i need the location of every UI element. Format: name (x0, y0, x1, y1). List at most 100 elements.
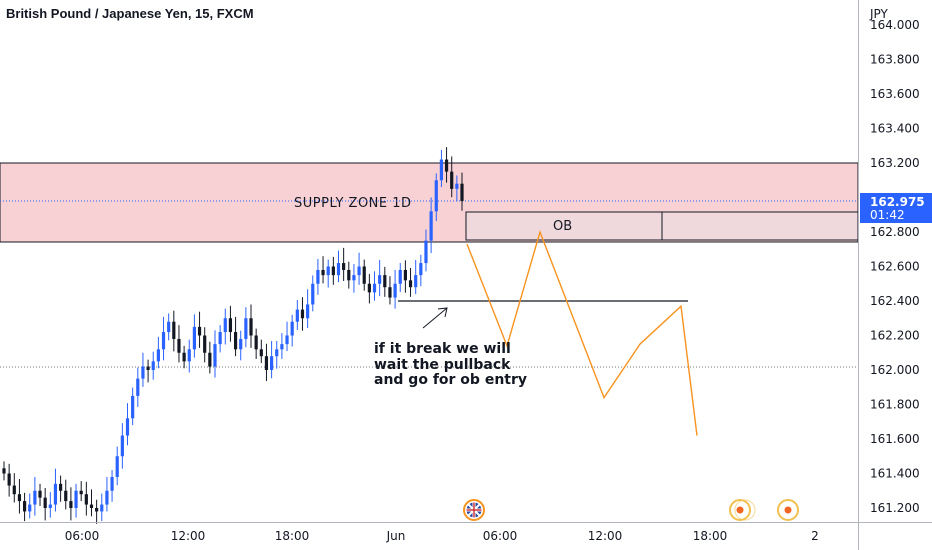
candle-body (398, 269, 402, 284)
candle-body (244, 318, 248, 339)
candle-body (239, 338, 243, 350)
candle-body (95, 508, 99, 512)
candle-body (136, 378, 140, 396)
candle-body (146, 366, 150, 370)
arrow-line (422, 307, 448, 329)
x-tick-label: 18:00 (693, 529, 728, 543)
candle-body (357, 266, 361, 276)
projection-path[interactable] (466, 229, 698, 436)
candle-body (316, 269, 320, 284)
candle-body (367, 283, 371, 293)
candle-body (141, 366, 145, 379)
candle-body (306, 304, 310, 319)
candle-body (233, 332, 238, 350)
candle-body (460, 183, 464, 201)
candle-body (388, 287, 392, 298)
candle-body (444, 159, 449, 172)
candle-body (342, 263, 346, 270)
uk-flag-icon[interactable] (463, 499, 485, 521)
candle-body (280, 344, 284, 350)
candle-body (131, 395, 135, 419)
x-tick-label: 06:00 (65, 529, 100, 543)
candle-body (172, 321, 176, 339)
arrow-head-icon (437, 307, 448, 318)
candle-body (321, 269, 325, 276)
candle-body (213, 344, 217, 367)
candle-body (151, 361, 155, 370)
candle-body (203, 335, 207, 353)
candle-body (28, 504, 32, 512)
candle-body (64, 490, 68, 502)
price-badge-price: 162.975 (870, 195, 925, 209)
candle-body (74, 490, 78, 508)
candle-body (120, 435, 124, 457)
candle-body (177, 338, 181, 353)
x-tick-label: 06:00 (483, 529, 518, 543)
candle-body (22, 501, 27, 512)
candle-body (2, 468, 6, 474)
y-tick-label: 162.200 (870, 329, 920, 343)
candle-body (450, 171, 454, 189)
candle-body (455, 183, 459, 189)
candle-body (434, 180, 438, 212)
candle-body (69, 501, 73, 508)
y-axis[interactable]: 164.000 163.800 163.600 163.400 163.200 162.8… (870, 18, 920, 515)
candle-body (156, 349, 160, 362)
candle-body (383, 275, 387, 288)
candle-body (269, 356, 274, 370)
candle-body (249, 318, 253, 336)
candle-body (208, 352, 212, 367)
candle-body (336, 263, 341, 276)
candle-body (125, 418, 130, 436)
y-tick-label: 162.400 (870, 294, 920, 308)
candle-body (439, 159, 444, 181)
price-badge-countdown: 01:42 (870, 208, 905, 222)
candles (2, 147, 464, 524)
x-tick-label: Jun (386, 529, 406, 543)
candle-body (424, 240, 428, 264)
candle-body (17, 494, 22, 502)
candle-body (362, 266, 366, 284)
candle-body (105, 490, 109, 505)
candle-body (110, 476, 114, 491)
candle-body (79, 490, 83, 495)
chart-title: British Pound / Japanese Yen, 15, FXCM (6, 6, 254, 21)
candle-body (228, 318, 233, 333)
candle-body (429, 211, 433, 241)
candle-body (59, 483, 63, 491)
x-axis[interactable]: 06:00 12:00 18:00 Jun 06:00 12:00 18:00 2 (65, 529, 819, 543)
candle-body (285, 335, 289, 345)
candle-body (264, 356, 269, 370)
candle-body (414, 275, 418, 288)
candle-body (326, 266, 330, 276)
event-dot-icon[interactable] (729, 499, 756, 521)
event-dot-icon[interactable] (777, 499, 799, 521)
candle-body (182, 352, 186, 362)
candle-body (100, 504, 104, 512)
candle-body (419, 263, 423, 276)
y-tick-label: 163.800 (870, 53, 920, 67)
y-tick-label: 163.400 (870, 122, 920, 136)
note-line-2: wait the pullback (374, 357, 511, 373)
y-tick-label: 163.200 (870, 156, 920, 170)
y-tick-label: 164.000 (870, 18, 920, 32)
candle-body (218, 332, 222, 345)
supply-zone-label: SUPPLY ZONE 1D (294, 196, 412, 211)
price-badge (860, 193, 932, 223)
x-tick-label: 12:00 (588, 529, 623, 543)
candle-body (223, 318, 227, 333)
candle-body (378, 275, 382, 284)
candle-body (347, 269, 351, 281)
x-tick-label: 12:00 (171, 529, 206, 543)
y-tick-label: 161.800 (870, 398, 920, 412)
candle-body (187, 349, 191, 362)
y-tick-label: 162.600 (870, 260, 920, 274)
note-line-3: and go for ob entry (374, 372, 527, 388)
y-tick-label: 162.000 (870, 363, 920, 377)
y-tick-label: 163.600 (870, 87, 920, 101)
candle-body (403, 269, 407, 281)
candle-body (290, 321, 294, 336)
y-tick-label: 162.800 (870, 225, 920, 239)
candle-body (259, 349, 263, 357)
